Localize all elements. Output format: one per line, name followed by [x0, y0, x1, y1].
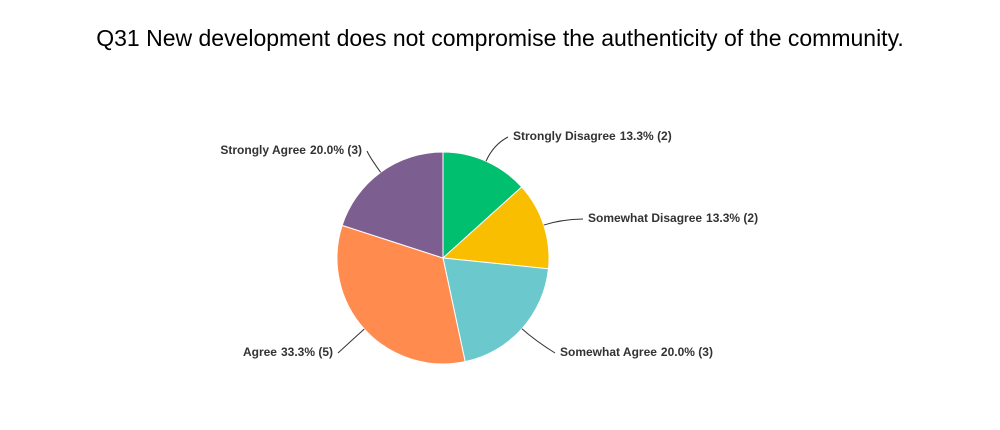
category-label: Somewhat Disagree — [588, 211, 702, 225]
pie-slice — [442, 151, 523, 260]
leader-line — [521, 328, 556, 354]
value-label: 20.0% (3) — [310, 143, 362, 157]
value-label: 13.3% (2) — [620, 129, 672, 143]
pie-slice — [441, 186, 550, 270]
category-label: Strongly Agree — [220, 143, 306, 157]
leader-line — [337, 328, 365, 354]
slice-label: Strongly Agree 20.0% (3) — [220, 143, 362, 157]
category-label: Agree — [243, 345, 277, 359]
slice-label: Somewhat Agree 20.0% (3) — [560, 345, 713, 359]
leader-line — [485, 136, 509, 162]
value-label: 20.0% (3) — [661, 345, 713, 359]
slice-label: Somewhat Disagree 13.3% (2) — [588, 211, 758, 225]
chart-title: Q31 New development does not compromise … — [96, 25, 904, 51]
slice-label: Strongly Disagree 13.3% (2) — [513, 129, 672, 143]
slice-label: Agree 33.3% (5) — [243, 345, 333, 359]
category-label: Somewhat Agree — [560, 345, 657, 359]
category-label: Strongly Disagree — [513, 129, 616, 143]
leader-line — [366, 150, 382, 173]
pie-slice — [341, 151, 444, 259]
leader-line — [543, 218, 584, 226]
value-label: 13.3% (2) — [706, 211, 758, 225]
value-label: 33.3% (5) — [281, 345, 333, 359]
